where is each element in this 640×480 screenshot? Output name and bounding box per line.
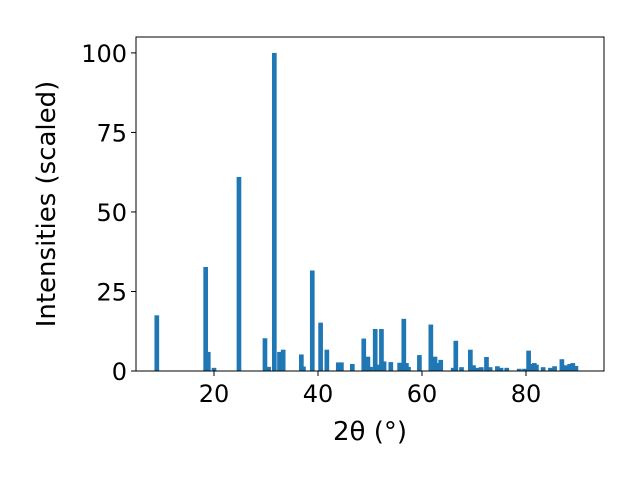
y-axis-label: Intensities (scaled) [32, 81, 62, 328]
bar [474, 367, 480, 371]
x-tick-label: 80 [511, 380, 542, 408]
bar [280, 349, 286, 371]
bar [372, 329, 378, 371]
bar [375, 364, 381, 371]
bar [401, 318, 407, 371]
bar [438, 359, 444, 371]
bar [318, 322, 323, 371]
bar [335, 362, 341, 371]
bar [540, 367, 546, 371]
bar [154, 315, 160, 371]
bar [534, 364, 539, 371]
bar [368, 366, 373, 371]
bar [277, 351, 282, 371]
bar [361, 338, 367, 371]
y-tick-label: 0 [112, 358, 127, 386]
bar [309, 270, 315, 371]
bar [498, 367, 504, 371]
bar [516, 368, 522, 371]
bar [381, 361, 387, 371]
bar [522, 368, 527, 371]
bar [271, 52, 277, 372]
bar [453, 340, 459, 371]
bar [459, 367, 464, 371]
bar [570, 363, 576, 371]
bar [365, 356, 371, 371]
bar [262, 338, 268, 371]
bar [478, 367, 484, 371]
bar [504, 367, 510, 371]
bars-group [154, 52, 579, 372]
bar [468, 349, 473, 371]
bar [563, 365, 568, 371]
bar [432, 356, 438, 371]
bar [450, 367, 456, 371]
bar [339, 362, 344, 371]
bar [573, 365, 579, 371]
bar [559, 359, 565, 371]
bar [471, 365, 476, 371]
bar [484, 357, 489, 371]
bar [379, 329, 384, 371]
x-axis-label: 2θ (°) [333, 417, 407, 447]
x-tick-label: 60 [407, 380, 438, 408]
bar [495, 366, 500, 371]
bar [487, 367, 493, 371]
plot-frame [135, 36, 605, 372]
bar [266, 366, 271, 371]
y-tick-label: 25 [96, 278, 127, 306]
y-tick-label: 50 [96, 199, 127, 227]
bar [528, 364, 534, 371]
bar [205, 351, 211, 371]
bar [349, 364, 355, 371]
bar [548, 367, 553, 371]
bar [397, 362, 402, 371]
bar [552, 366, 557, 371]
x-tick-label: 20 [199, 380, 230, 408]
bar [428, 324, 434, 371]
x-tick-label: 40 [303, 380, 334, 408]
bar [324, 349, 330, 371]
bar [406, 366, 411, 371]
plot-background [136, 37, 604, 371]
bar [567, 364, 573, 371]
x-axis-ticks: 20 40 60 80 [199, 371, 542, 408]
bar [211, 367, 217, 371]
y-tick-label: 100 [81, 40, 127, 68]
bar [435, 363, 440, 371]
bar [417, 355, 422, 371]
y-axis-ticks: 0 25 50 75 100 [81, 40, 136, 386]
bar [388, 362, 394, 371]
bar [526, 350, 531, 371]
y-tick-label: 75 [96, 119, 127, 147]
bar [301, 366, 306, 371]
bar [236, 176, 242, 371]
bar [203, 266, 209, 371]
bar [299, 354, 304, 371]
